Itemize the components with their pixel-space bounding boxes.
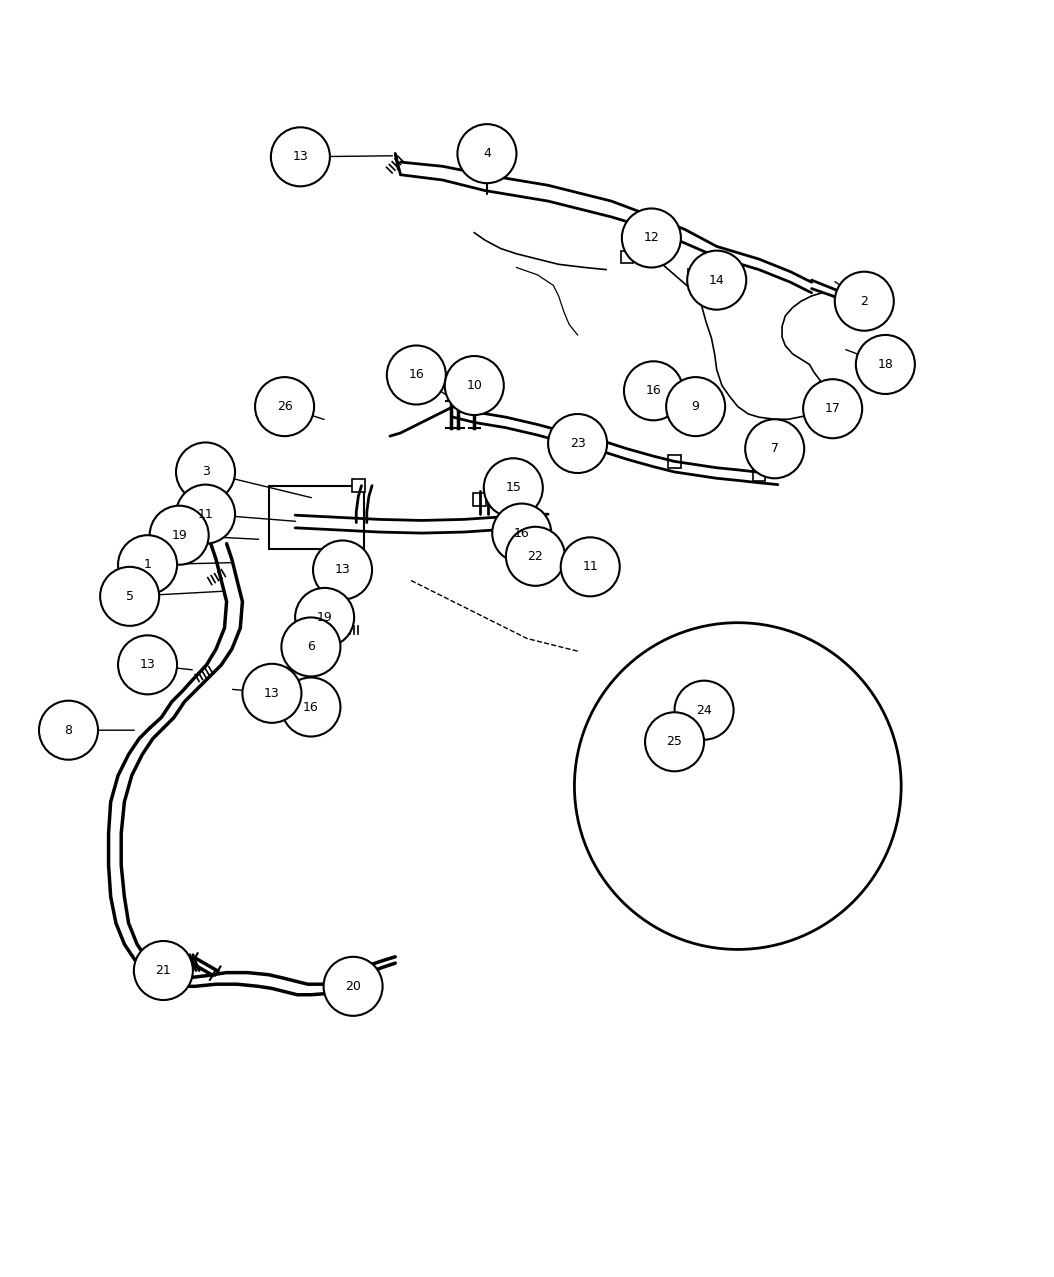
Circle shape xyxy=(313,540,372,599)
Text: 22: 22 xyxy=(528,550,543,563)
Circle shape xyxy=(281,678,340,737)
Circle shape xyxy=(324,956,383,1015)
Text: 11: 11 xyxy=(583,561,598,573)
Text: 13: 13 xyxy=(335,563,350,576)
Circle shape xyxy=(39,701,98,760)
Circle shape xyxy=(574,623,901,949)
Text: 6: 6 xyxy=(307,641,315,654)
Circle shape xyxy=(492,503,551,563)
Circle shape xyxy=(255,377,314,437)
Text: 19: 19 xyxy=(172,529,187,541)
Text: 13: 13 xyxy=(265,687,279,700)
Bar xyxy=(670,794,689,813)
Text: 4: 4 xyxy=(483,147,491,160)
Bar xyxy=(681,697,700,716)
Circle shape xyxy=(271,128,330,186)
Text: 15: 15 xyxy=(505,481,522,494)
Circle shape xyxy=(675,681,734,739)
Circle shape xyxy=(457,124,516,183)
Text: 9: 9 xyxy=(691,400,700,414)
Circle shape xyxy=(134,941,193,1000)
Text: 19: 19 xyxy=(317,610,332,624)
Bar xyxy=(688,268,701,281)
Text: 8: 8 xyxy=(64,724,73,737)
Circle shape xyxy=(118,535,177,594)
Circle shape xyxy=(666,377,725,437)
Text: 12: 12 xyxy=(644,231,659,244)
Text: 14: 14 xyxy=(709,273,724,286)
Circle shape xyxy=(281,617,340,677)
Text: 13: 13 xyxy=(140,659,155,672)
Text: 16: 16 xyxy=(514,526,529,540)
Text: 2: 2 xyxy=(860,295,868,308)
Bar xyxy=(753,469,765,481)
Text: 7: 7 xyxy=(770,442,779,456)
Bar xyxy=(269,485,364,549)
Text: 10: 10 xyxy=(466,379,483,392)
Circle shape xyxy=(645,713,704,771)
Circle shape xyxy=(484,458,543,517)
Text: 24: 24 xyxy=(697,704,711,716)
Circle shape xyxy=(624,361,683,420)
Text: 1: 1 xyxy=(143,558,152,571)
Text: 20: 20 xyxy=(345,979,362,992)
Circle shape xyxy=(295,587,354,647)
Circle shape xyxy=(100,567,159,626)
Circle shape xyxy=(242,664,301,723)
Circle shape xyxy=(561,538,620,596)
Circle shape xyxy=(856,335,915,395)
Text: 16: 16 xyxy=(304,701,318,714)
Bar xyxy=(621,250,633,263)
Bar xyxy=(352,479,365,492)
Circle shape xyxy=(548,414,607,472)
Text: 13: 13 xyxy=(293,151,308,163)
Text: 5: 5 xyxy=(125,590,134,603)
Circle shape xyxy=(118,636,177,695)
Circle shape xyxy=(835,272,894,331)
Text: 3: 3 xyxy=(201,466,210,479)
Text: 25: 25 xyxy=(666,736,683,748)
Text: 21: 21 xyxy=(156,964,171,977)
Circle shape xyxy=(745,419,804,479)
Circle shape xyxy=(622,208,681,267)
Circle shape xyxy=(506,527,565,586)
Bar xyxy=(668,455,681,467)
Bar xyxy=(696,714,713,732)
Text: 26: 26 xyxy=(277,400,292,414)
Text: 16: 16 xyxy=(409,369,424,382)
Circle shape xyxy=(445,356,504,415)
Circle shape xyxy=(176,484,235,544)
Bar xyxy=(473,493,486,506)
Text: 16: 16 xyxy=(646,384,661,397)
Circle shape xyxy=(387,346,446,405)
Text: 18: 18 xyxy=(877,358,894,370)
Circle shape xyxy=(803,379,862,438)
Text: 23: 23 xyxy=(570,437,585,450)
Circle shape xyxy=(176,442,235,502)
Circle shape xyxy=(687,250,746,309)
Circle shape xyxy=(150,506,209,564)
Text: 11: 11 xyxy=(198,508,213,521)
Text: 17: 17 xyxy=(824,402,841,415)
